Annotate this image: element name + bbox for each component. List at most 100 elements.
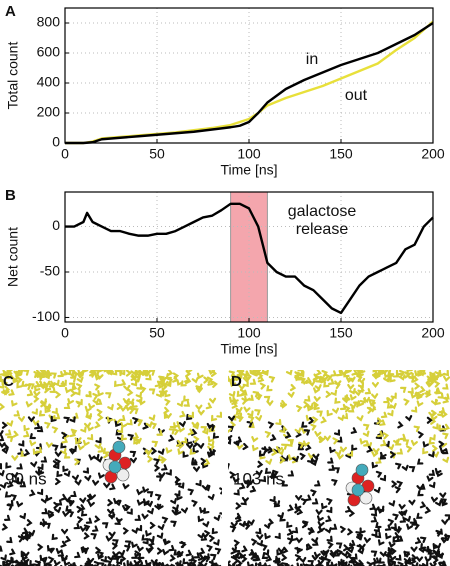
water-molecule [249, 370, 257, 377]
water-molecule [358, 377, 366, 385]
water-molecule [97, 390, 104, 397]
water-molecule [154, 464, 161, 472]
water-molecule [206, 422, 214, 430]
water-molecule [5, 462, 12, 469]
water-molecule [380, 411, 388, 419]
water-molecule [356, 415, 364, 422]
water-molecule [251, 436, 259, 443]
water-molecule [366, 445, 373, 453]
water-molecule [257, 372, 264, 380]
water-molecule [6, 503, 14, 511]
water-molecule [404, 371, 411, 379]
water-molecule [153, 458, 160, 465]
water-molecule [179, 541, 186, 549]
water-molecule [173, 421, 181, 428]
water-molecule [26, 389, 34, 397]
ligand-atom [359, 491, 373, 505]
water-molecule [432, 548, 440, 555]
water-molecule [136, 545, 144, 553]
water-molecule [33, 395, 40, 403]
water-molecule [16, 463, 23, 470]
water-molecule [73, 523, 81, 530]
water-molecule [6, 536, 13, 544]
water-molecule [395, 462, 402, 470]
water-molecule [1, 447, 9, 455]
water-molecule [315, 376, 322, 383]
water-molecule [279, 426, 286, 434]
water-molecule [417, 431, 425, 439]
water-molecule [416, 512, 423, 519]
y-tick-label: 600 [37, 44, 61, 60]
water-molecule [383, 375, 391, 383]
water-molecule [26, 519, 33, 527]
ligand-atom [116, 468, 130, 482]
water-molecule [182, 558, 189, 565]
water-molecule [129, 457, 137, 464]
water-molecule [411, 406, 418, 413]
water-molecule [441, 519, 449, 526]
water-molecule [97, 370, 104, 373]
water-molecule [48, 380, 56, 388]
annotation: out [345, 87, 368, 104]
water-molecule [145, 547, 153, 554]
water-molecule [415, 556, 424, 563]
water-molecule [249, 378, 257, 385]
water-molecule [333, 467, 340, 474]
water-molecule [162, 538, 170, 546]
water-molecule [434, 467, 442, 475]
water-molecule [281, 553, 288, 562]
water-molecule [141, 534, 148, 541]
water-molecule [29, 433, 36, 440]
water-molecule [373, 418, 381, 426]
water-molecule [434, 542, 442, 550]
water-molecule [125, 370, 132, 377]
water-molecule [33, 390, 41, 398]
water-molecule [393, 526, 401, 533]
water-molecule [398, 374, 406, 381]
water-molecule [374, 531, 382, 539]
water-molecule [87, 433, 94, 441]
water-molecule [399, 370, 406, 377]
water-molecule [185, 549, 193, 557]
water-molecule [145, 562, 151, 566]
water-molecule [419, 386, 426, 394]
water-molecule [230, 547, 237, 555]
water-molecule [239, 388, 247, 396]
water-molecule [186, 562, 192, 566]
water-molecule [370, 516, 378, 523]
water-molecule [348, 509, 356, 517]
water-molecule [264, 430, 272, 438]
water-molecule [84, 475, 92, 482]
water-molecule [371, 381, 379, 388]
panel-letter: C [3, 373, 14, 390]
water-molecule [439, 561, 446, 566]
panel-letter: B [5, 187, 16, 204]
water-molecule [403, 398, 410, 406]
water-molecule [106, 508, 115, 515]
water-molecule [195, 387, 203, 394]
water-molecule [29, 439, 37, 447]
water-molecule [406, 445, 413, 453]
water-molecule [15, 370, 23, 376]
water-molecule [186, 370, 193, 374]
water-molecule [197, 443, 205, 450]
water-molecule [34, 385, 41, 392]
water-molecule [151, 440, 159, 448]
water-molecule [228, 435, 233, 441]
water-molecule [411, 554, 418, 562]
water-molecule [86, 494, 93, 502]
water-molecule [390, 392, 397, 400]
water-molecule [74, 479, 82, 486]
x-axis-label: Time [ns] [220, 341, 277, 357]
x-tick-label: 150 [329, 146, 353, 162]
water-molecule [410, 439, 418, 447]
water-molecule [371, 451, 379, 458]
water-molecule [148, 370, 156, 376]
water-molecule [403, 557, 411, 564]
water-molecule [330, 523, 338, 530]
water-molecule [179, 410, 186, 418]
water-molecule [307, 527, 314, 535]
water-molecule [311, 498, 319, 505]
water-molecule [51, 426, 59, 434]
water-molecule [56, 470, 63, 478]
